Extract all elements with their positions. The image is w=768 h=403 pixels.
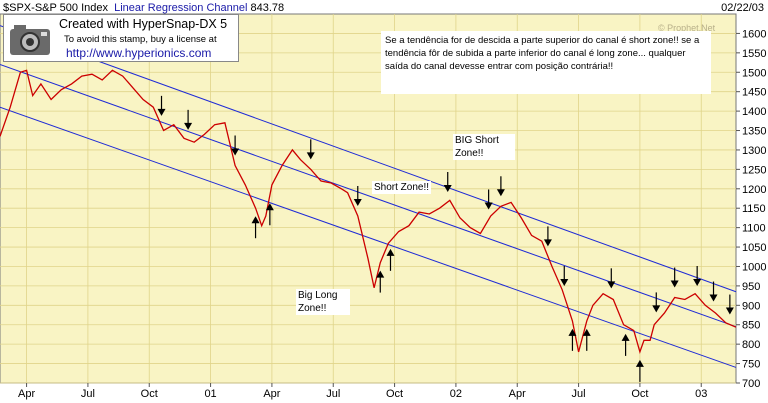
y-tick-label: 1250 xyxy=(742,164,766,176)
down-arrow-head xyxy=(560,278,569,286)
down-arrow-head xyxy=(607,281,616,289)
x-tick-label: 03 xyxy=(695,388,707,400)
chart-date: 02/22/03 xyxy=(721,2,764,14)
price-line xyxy=(0,69,737,355)
watermark: © Prophet.Net xyxy=(658,23,716,33)
big-short-label: BIG Short Zone!! xyxy=(453,134,515,160)
up-arrow-head xyxy=(621,333,630,341)
y-tick-label: 1000 xyxy=(742,261,766,273)
signal-arrows xyxy=(157,95,734,382)
down-arrow-head xyxy=(484,202,493,210)
index-name: S&P 500 Index xyxy=(34,2,108,14)
x-axis: Apr Jul Oct 01 Apr Jul Oct 02 Apr Jul Oct 03 xyxy=(18,383,707,400)
down-arrow-head xyxy=(443,184,452,192)
y-tick-label: 1200 xyxy=(742,184,766,196)
y-tick-label: 1550 xyxy=(742,48,766,60)
y-tick-label: 900 xyxy=(742,300,760,312)
down-arrow-head xyxy=(652,305,661,313)
down-arrow-head xyxy=(693,278,702,286)
x-tick-label: Jul xyxy=(81,388,95,400)
y-axis: 700 750 800 850 900 950 1000 1050 1100 1150 1200 12… xyxy=(736,28,766,390)
y-tick-label: 700 xyxy=(742,378,760,390)
down-arrow-head xyxy=(353,198,362,206)
up-arrow-head xyxy=(251,216,260,224)
y-tick-label: 1350 xyxy=(742,126,766,138)
stamp-title: Created with HyperSnap-DX 5 xyxy=(59,17,228,31)
down-arrow-head xyxy=(709,294,718,302)
big-long-label: Big Long Zone!! xyxy=(296,289,350,315)
x-tick-label: Apr xyxy=(509,388,526,400)
up-arrow-head xyxy=(386,248,395,256)
y-tick-label: 1050 xyxy=(742,242,766,254)
chart-header: $SPX-S&P 500 Index Linear Regression Cha… xyxy=(3,2,285,14)
y-tick-label: 1450 xyxy=(742,87,766,99)
down-arrow-head xyxy=(157,108,166,116)
y-tick-label: 850 xyxy=(742,320,760,332)
channel-line-upper xyxy=(0,25,737,293)
x-tick-label: Oct xyxy=(141,388,158,400)
study-name: Linear Regression Channel xyxy=(114,2,248,14)
down-arrow-head xyxy=(184,122,193,130)
y-tick-label: 1100 xyxy=(742,223,766,235)
x-tick-label: Oct xyxy=(386,388,403,400)
y-tick-label: 1400 xyxy=(742,106,766,118)
channel-line-lower xyxy=(0,106,737,368)
x-tick-label: Jul xyxy=(572,388,586,400)
down-arrow-head xyxy=(543,239,552,247)
x-tick-label: 01 xyxy=(204,388,216,400)
up-arrow-head xyxy=(376,270,385,278)
symbol: $SPX xyxy=(3,2,32,14)
camera-icon xyxy=(10,25,50,55)
x-tick-label: Apr xyxy=(263,388,280,400)
down-arrow-head xyxy=(725,307,734,315)
up-arrow-head xyxy=(265,203,274,211)
short-zone-label: Short Zone!! xyxy=(372,181,432,194)
y-tick-label: 1300 xyxy=(742,145,766,157)
up-arrow-head xyxy=(582,328,591,336)
x-tick-label: Apr xyxy=(18,388,35,400)
y-tick-label: 1150 xyxy=(742,203,766,215)
y-tick-label: 950 xyxy=(742,281,760,293)
last-value: 843.78 xyxy=(250,2,285,14)
down-arrow-head xyxy=(306,152,315,160)
stamp-url[interactable]: http://www.hyperionics.com xyxy=(66,46,212,60)
y-tick-label: 750 xyxy=(742,359,760,371)
y-tick-label: 1600 xyxy=(742,28,766,40)
down-arrow-head xyxy=(496,189,505,197)
hypersnap-stamp: Created with HyperSnap-DX 5 To avoid thi… xyxy=(3,14,239,62)
x-tick-label: Oct xyxy=(631,388,648,400)
x-tick-label: Jul xyxy=(326,388,340,400)
down-arrow-head xyxy=(231,148,240,156)
strategy-note: Se a tendência for de descida a parte su… xyxy=(381,31,711,94)
up-arrow-head xyxy=(635,359,644,367)
up-arrow-head xyxy=(568,328,577,336)
stamp-license-text: To avoid this stamp, buy a license at xyxy=(64,34,217,45)
down-arrow-head xyxy=(670,280,679,288)
y-tick-label: 800 xyxy=(742,339,760,351)
y-tick-label: 1500 xyxy=(742,67,766,79)
x-tick-label: 02 xyxy=(450,388,462,400)
